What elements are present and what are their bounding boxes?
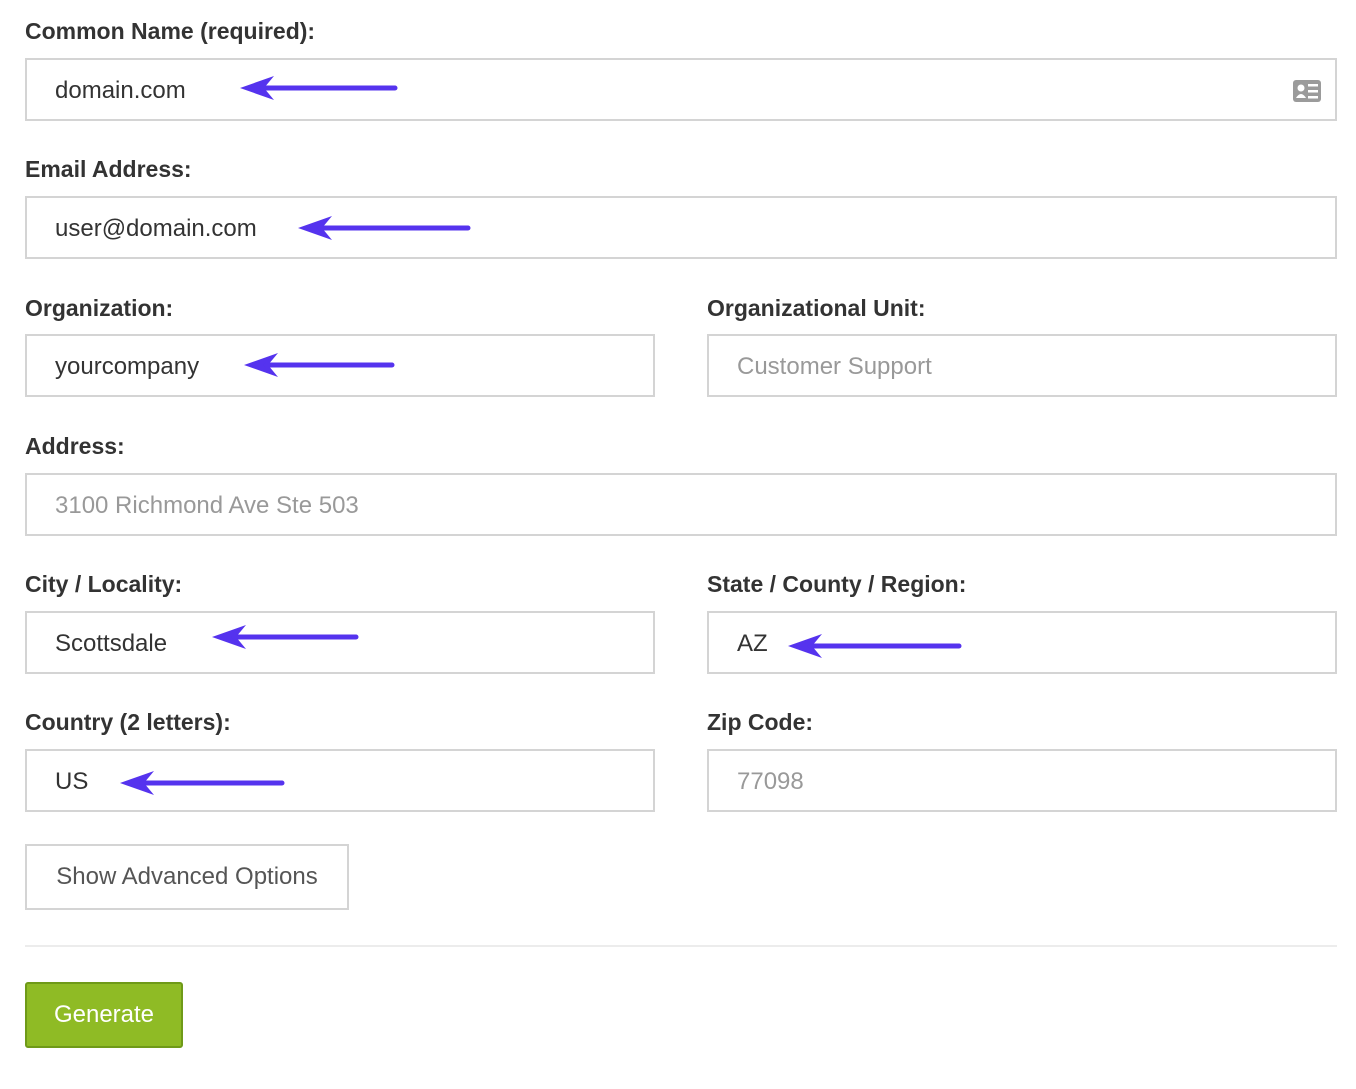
common-name-input[interactable]: domain.com [25, 58, 1337, 121]
contact-card-icon[interactable] [1293, 80, 1321, 102]
show-advanced-options-button[interactable]: Show Advanced Options [25, 844, 349, 910]
org-unit-label: Organizational Unit: [707, 295, 926, 321]
country-value: US [55, 768, 89, 795]
zip-label: Zip Code: [707, 709, 814, 735]
email-label: Email Address: [25, 156, 192, 182]
city-input[interactable]: Scottsdale [25, 611, 655, 674]
common-name-label: Common Name (required): [25, 18, 316, 44]
country-label: Country (2 letters): [25, 709, 231, 735]
address-input[interactable]: 3100 Richmond Ave Ste 503 [25, 473, 1337, 536]
city-value: Scottsdale [55, 630, 168, 657]
org-unit-placeholder: Customer Support [737, 353, 932, 380]
annotation-arrow-icon [120, 771, 285, 795]
email-value: user@domain.com [55, 215, 257, 242]
annotation-arrow-icon [240, 76, 398, 100]
annotation-arrow-icon [298, 216, 471, 240]
annotation-arrow-icon [244, 353, 395, 377]
generate-button[interactable]: Generate [25, 982, 183, 1048]
state-value: AZ [737, 630, 768, 657]
city-label: City / Locality: [25, 571, 183, 597]
address-label: Address: [25, 433, 125, 459]
email-input[interactable]: user@domain.com [25, 196, 1337, 259]
org-unit-input[interactable]: Customer Support [707, 334, 1337, 397]
annotation-arrow-icon [788, 634, 962, 658]
state-label: State / County / Region: [707, 571, 967, 597]
organization-label: Organization: [25, 295, 174, 321]
zip-input[interactable]: 77098 [707, 749, 1337, 812]
zip-placeholder: 77098 [737, 768, 804, 795]
annotation-arrow-icon [212, 625, 359, 649]
organization-value: yourcompany [55, 353, 200, 380]
address-placeholder: 3100 Richmond Ave Ste 503 [55, 492, 359, 519]
divider [25, 945, 1337, 947]
common-name-value: domain.com [55, 77, 186, 104]
